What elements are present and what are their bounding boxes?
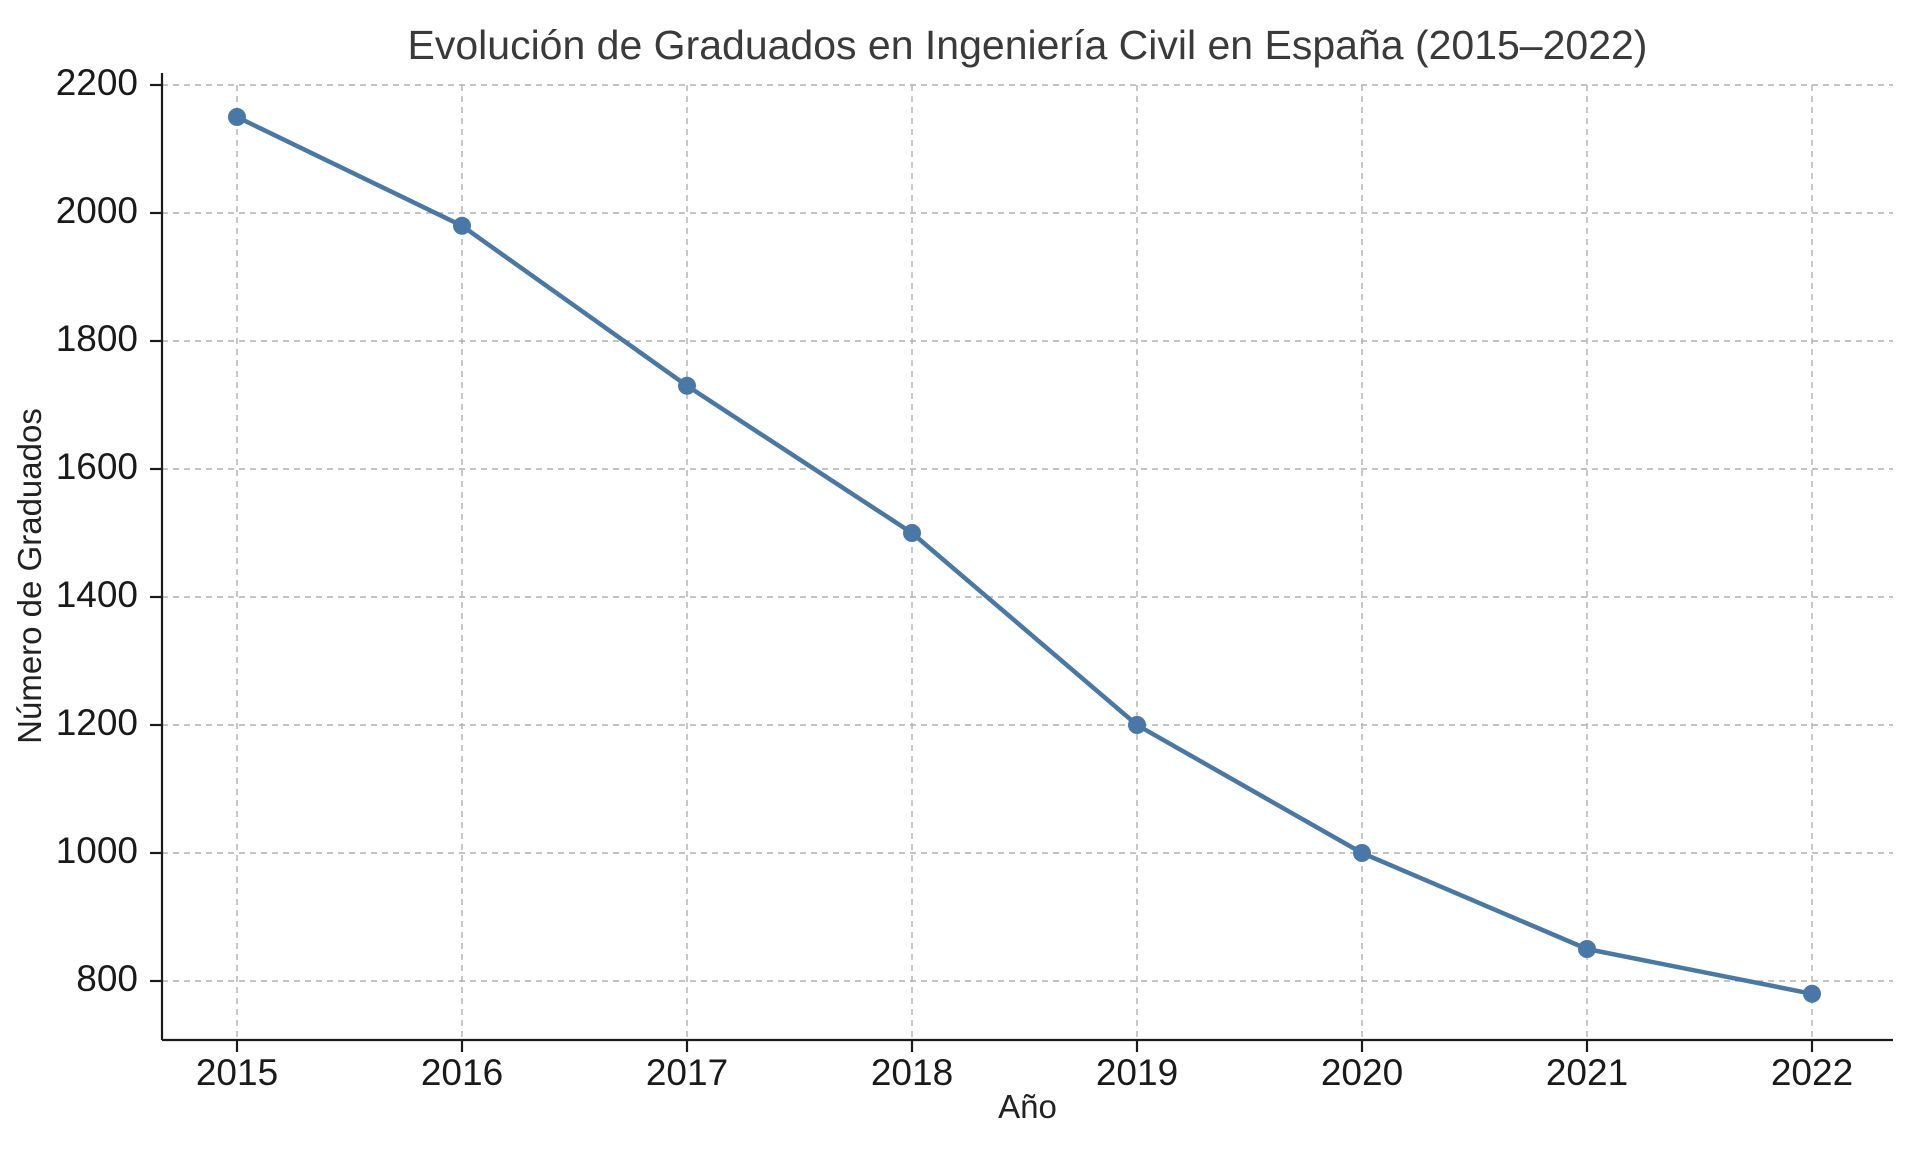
svg-text:2016: 2016 (421, 1052, 503, 1093)
svg-text:2020: 2020 (1321, 1052, 1403, 1093)
svg-text:2017: 2017 (646, 1052, 728, 1093)
svg-text:2022: 2022 (1771, 1052, 1853, 1093)
svg-text:2018: 2018 (871, 1052, 953, 1093)
svg-text:800: 800 (76, 958, 138, 999)
svg-text:2000: 2000 (56, 190, 138, 231)
svg-text:2019: 2019 (1096, 1052, 1178, 1093)
svg-text:1000: 1000 (56, 830, 138, 871)
svg-text:2200: 2200 (56, 62, 138, 103)
svg-text:2015: 2015 (196, 1052, 278, 1093)
svg-text:1600: 1600 (56, 446, 138, 487)
svg-text:1800: 1800 (56, 318, 138, 359)
svg-text:1400: 1400 (56, 574, 138, 615)
svg-text:1200: 1200 (56, 702, 138, 743)
svg-text:2021: 2021 (1546, 1052, 1628, 1093)
